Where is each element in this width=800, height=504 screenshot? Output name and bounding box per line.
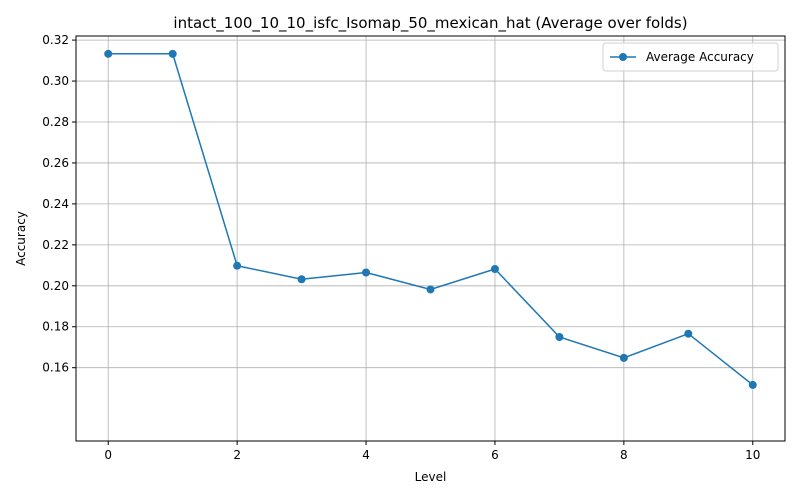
plot-frame [75, 35, 786, 442]
y-axis-label: Accuracy [14, 211, 28, 266]
data-point [233, 261, 242, 270]
y-tick-label: 0.32 [42, 33, 69, 47]
data-point [104, 49, 113, 58]
x-tick-label: 0 [104, 448, 112, 462]
grid [76, 36, 785, 441]
x-tick-label: 4 [362, 448, 370, 462]
axis-ticks: 0 2 4 6 8 10 0.16 0.18 0.20 0.22 0.24 0.26 0.28 0.30 0… [42, 33, 760, 462]
y-tick-label: 0.26 [42, 156, 69, 170]
legend: Average Accuracy [602, 42, 779, 72]
data-point [684, 329, 693, 338]
x-tick-label: 8 [620, 448, 628, 462]
y-tick-label: 0.18 [42, 320, 69, 334]
legend-box [602, 42, 779, 72]
data-point [168, 49, 177, 58]
data-point [619, 353, 628, 362]
data-point [490, 265, 499, 274]
data-point [362, 268, 371, 277]
y-tick-label: 0.30 [42, 74, 69, 88]
y-tick-label: 0.16 [42, 361, 69, 375]
x-tick-label: 6 [491, 448, 499, 462]
data-point [297, 275, 306, 284]
legend-marker [619, 53, 627, 61]
y-tick-label: 0.22 [42, 238, 69, 252]
y-tick-label: 0.28 [42, 115, 69, 129]
data-point [555, 332, 564, 341]
series-layer [104, 49, 757, 389]
y-tick-label: 0.24 [42, 197, 69, 211]
data-point [426, 285, 435, 294]
x-tick-label: 10 [745, 448, 760, 462]
legend-label: Average Accuracy [646, 50, 754, 64]
y-tick-label: 0.20 [42, 279, 69, 293]
data-point [748, 380, 757, 389]
chart-title: intact_100_10_10_isfc_Isomap_50_mexican_… [173, 14, 687, 33]
x-tick-label: 2 [233, 448, 241, 462]
x-axis-label: Level [415, 470, 447, 484]
